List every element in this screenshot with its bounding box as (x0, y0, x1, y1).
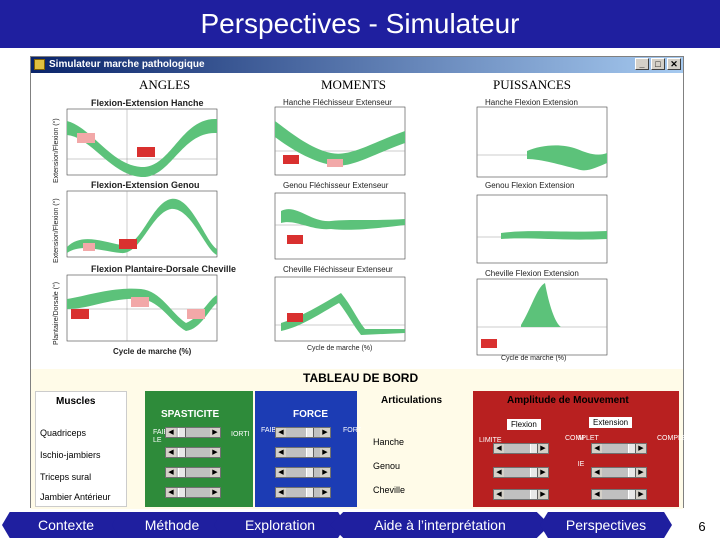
flexion-slider-cheville[interactable]: ◀ ▶ (493, 489, 549, 500)
nav-contexte[interactable]: Contexte (2, 512, 130, 538)
angle-knee-title: Flexion-Extension Genou (91, 180, 200, 190)
puissances-header: PUISSANCES (493, 77, 572, 92)
force-title: FORCE (293, 409, 328, 420)
spasticite-slider-4[interactable]: ◀ ▶ (165, 487, 221, 498)
power-hip-title: Hanche Flexion Extension (485, 98, 578, 107)
amplitude-complet-left: COMPLET (565, 435, 599, 442)
nav-exploration[interactable]: Exploration (214, 512, 346, 538)
extension-header: Extension (589, 417, 633, 428)
force-slider-3[interactable]: ◀ ▶ (275, 467, 331, 478)
dashboard: TABLEAU DE BORD Muscles Quadriceps Ischi… (31, 369, 691, 509)
simulator-window: Simulateur marche pathologique _ □ ✕ ANG… (30, 56, 691, 509)
angles-header: ANGLES (139, 77, 191, 92)
extension-slider-hanche[interactable]: ◀ ▶ (591, 443, 647, 454)
power-knee-chart (476, 194, 608, 264)
force-low-label: FAIBLE (261, 427, 285, 434)
dashboard-title: TABLEAU DE BORD (303, 371, 419, 385)
amplitude-limite-label: LIMITE (479, 437, 502, 444)
angle-hip-chart (66, 108, 218, 178)
nav-methode[interactable]: Méthode (112, 512, 232, 538)
muscle-jambier: Jambier Antérieur (40, 492, 111, 502)
app-icon (34, 59, 45, 70)
flexion-slider-genou[interactable]: ◀ ▶ (493, 467, 549, 478)
muscle-triceps: Triceps sural (40, 472, 92, 482)
maximize-button[interactable]: □ (651, 58, 665, 70)
power-hip-chart (476, 106, 608, 178)
spasticite-slider-2[interactable]: ◀ ▶ (165, 447, 221, 458)
moments-header: MOMENTS (321, 77, 387, 92)
spasticite-title: SPASTICITE (161, 409, 220, 420)
minimize-button[interactable]: _ (635, 58, 649, 70)
spasticite-slider-1[interactable]: ◀ ▶ (165, 427, 221, 438)
muscles-title: Muscles (56, 396, 96, 407)
plots-area: ANGLES MOMENTS PUISSANCES Flexion-Extens… (31, 73, 683, 369)
moment-ankle-title: Cheville Fléchisseur Extenseur (283, 265, 393, 274)
power-ankle-title: Cheville Flexion Extension (485, 269, 579, 278)
muscles-panel: Muscles Quadriceps Ischio-jambiers Trice… (35, 391, 127, 507)
force-high-label: FORTE (343, 427, 367, 434)
angle-hip-title: Flexion-Extension Hanche (91, 98, 204, 108)
slide-title: Perspectives - Simulateur (0, 0, 720, 48)
spasticite-low-label: FAIB LE (153, 429, 169, 444)
page-number: 6 (698, 519, 706, 534)
moment-knee-title: Genou Fléchisseur Extenseur (283, 181, 389, 190)
spasticite-panel: SPASTICITE FAIB LE IORTI ◀ ▶ ◀ ▶ ◀ ▶ ◀ ▶ (145, 391, 253, 507)
angle-knee-chart (66, 190, 218, 258)
flexion-header: Flexion (507, 419, 541, 430)
power-ankle-chart (476, 278, 608, 356)
nav-perspectives[interactable]: Perspectives (540, 512, 672, 538)
amplitude-complet-right: COMPLET (657, 435, 691, 442)
slide-navigation: Contexte Méthode Exploration Aide à l’in… (0, 510, 720, 540)
window-titlebar: Simulateur marche pathologique _ □ ✕ (31, 57, 683, 73)
articulation-cheville: Cheville (373, 485, 406, 495)
moment-hip-title: Hanche Fléchisseur Extenseur (283, 98, 392, 107)
spasticite-slider-3[interactable]: ◀ ▶ (165, 467, 221, 478)
force-panel: FORCE FAIBLE FORTE ◀ ▶ ◀ ▶ ◀ ▶ ◀ ▶ (255, 391, 367, 507)
articulation-hanche: Hanche (373, 437, 405, 447)
gait-charts (66, 106, 608, 356)
power-knee-title: Genou Flexion Extension (485, 181, 575, 190)
force-slider-4[interactable]: ◀ ▶ (275, 487, 331, 498)
extension-slider-genou[interactable]: ◀ ▶ (591, 467, 647, 478)
articulations-title: Articulations (381, 395, 443, 406)
moment-ankle-chart (274, 276, 406, 342)
window-title: Simulateur marche pathologique (49, 59, 205, 70)
angle-ankle-chart (66, 274, 218, 342)
muscle-ischio: Ischio-jambiers (40, 450, 101, 460)
moment-xlabel: Cycle de marche (%) (307, 345, 373, 352)
spasticite-high-label: IORTI (231, 431, 250, 438)
amplitude-title: Amplitude de Mouvement (507, 395, 629, 406)
angle-ankle-title: Flexion Plantaire-Dorsale Cheville (91, 264, 237, 274)
moment-knee-chart (274, 192, 406, 260)
articulation-genou: Genou (373, 461, 401, 471)
flexion-slider-hanche[interactable]: ◀ ▶ (493, 443, 549, 454)
articulations-panel: Articulations Hanche Genou Cheville (361, 391, 471, 507)
angle-xlabel: Cycle de marche (%) (113, 347, 192, 356)
nav-aide[interactable]: Aide à l’interprétation (330, 512, 550, 538)
force-slider-2[interactable]: ◀ ▶ (275, 447, 331, 458)
force-slider-1[interactable]: ◀ ▶ (275, 427, 331, 438)
amplitude-panel: Amplitude de Mouvement Flexion Extension… (473, 391, 691, 507)
close-button[interactable]: ✕ (667, 58, 681, 70)
power-xlabel: Cycle de marche (%) (501, 355, 567, 362)
amplitude-m-label: M (578, 435, 584, 442)
moment-hip-chart (274, 106, 406, 176)
extension-slider-cheville[interactable]: ◀ ▶ (591, 489, 647, 500)
muscle-quadriceps: Quadriceps (40, 428, 87, 438)
amplitude-ie-label: IE (577, 461, 585, 468)
